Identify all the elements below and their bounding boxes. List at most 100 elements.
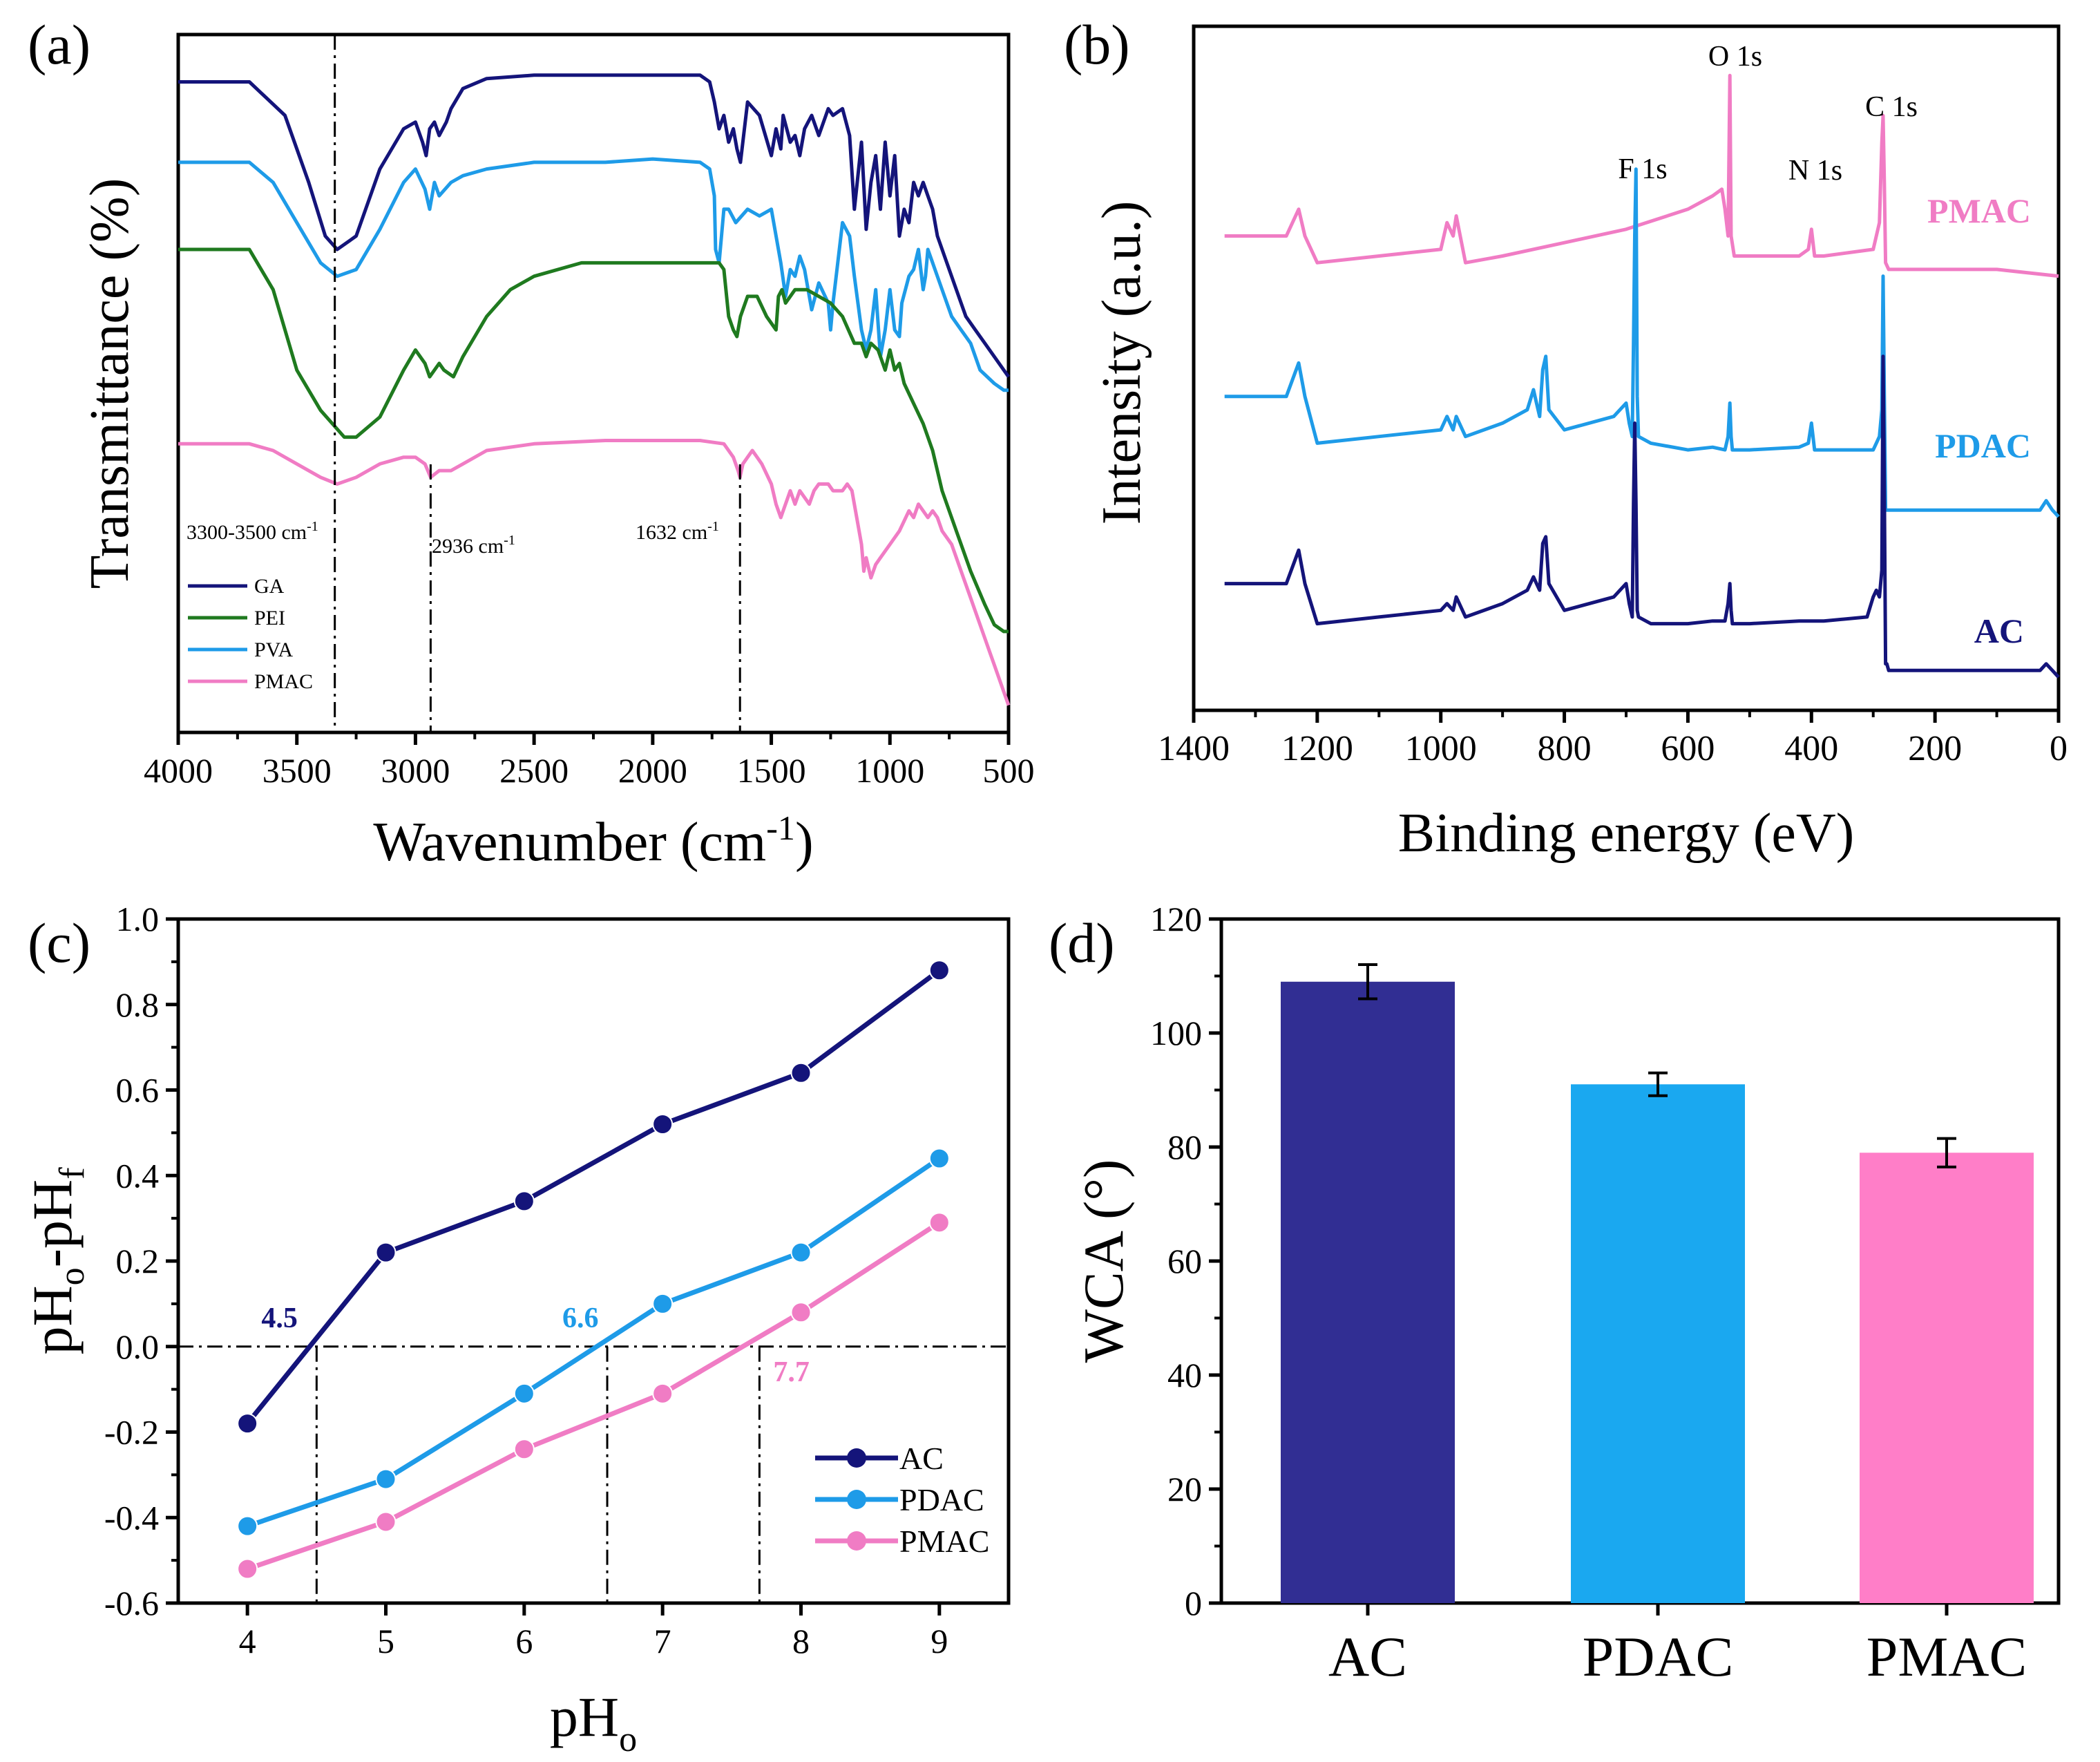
pzc-point-pmac: [237, 1558, 258, 1580]
wca-category-label: PMAC: [1867, 1625, 2027, 1688]
pzc-x-tick-label: 9: [930, 1622, 948, 1660]
ftir-panel: 3300-3500 cm-1 2936 cm-1 1632 cm-1 4000 350…: [79, 32, 1035, 873]
xps-x-tick-label: 1400: [1158, 729, 1230, 768]
wca-y-tick-label: 120: [1150, 900, 1202, 938]
xps-x-tick-label: 200: [1908, 729, 1962, 768]
wca-bar-pdac: [1571, 1084, 1745, 1603]
xps-series-label: AC: [1974, 612, 2024, 650]
pzc-y-tick-label: 1.0: [116, 900, 160, 938]
pzc-point-pdac: [928, 1148, 950, 1169]
pzc-y-tick-label: -0.4: [104, 1498, 159, 1537]
xps-peak-label: F 1s: [1618, 153, 1667, 185]
pzc-y-axis-label: pHo-pHf: [21, 1167, 92, 1355]
pzc-y-tick-label: -0.6: [104, 1584, 159, 1622]
xps-series-label: PMAC: [1927, 191, 2031, 230]
ftir-marker-label: 3300-3500 cm-1: [187, 519, 318, 544]
wca-y-tick-label: 60: [1167, 1242, 1202, 1280]
pzc-point-pmac: [375, 1511, 397, 1533]
wca-panel: AC PDAC PMAC 0 20 40 60 80 100 120 WCA (°): [1072, 900, 2061, 1688]
pzc-point-ac: [375, 1242, 397, 1263]
xps-panel: 1400 1200 1000 800 600 400 200 0 O 1s C 1s F 1s N …: [1091, 24, 2068, 864]
xps-peak-label: C 1s: [1865, 91, 1918, 123]
ftir-legend-label: GA: [254, 575, 285, 598]
pzc-point-pdac: [790, 1242, 812, 1263]
pzc-value-label: 4.5: [261, 1302, 298, 1334]
ftir-y-axis-label: Transmittance (%): [79, 178, 140, 589]
ftir-x-axis-label: Wavenumber (cm-1): [373, 808, 813, 873]
xps-x-axis-label: Binding energy (eV): [1398, 803, 1855, 864]
pzc-legend-marker: [847, 1490, 866, 1509]
xps-x-tick-label: 600: [1661, 729, 1715, 768]
ftir-marker-label: 1632 cm-1: [636, 519, 719, 544]
ftir-line-pmac: [178, 439, 1011, 706]
xps-peak-label: O 1s: [1708, 41, 1762, 73]
pzc-point-pdac: [652, 1293, 674, 1314]
panel-c-label: (c): [28, 911, 90, 974]
pzc-point-pdac: [375, 1468, 397, 1490]
ftir-x-tick-label: 4000: [144, 751, 213, 790]
pzc-point-ac: [652, 1114, 674, 1135]
pzc-point-pmac: [928, 1212, 950, 1233]
wca-y-tick-label: 0: [1185, 1584, 1202, 1622]
pzc-legend-label: PDAC: [899, 1482, 984, 1517]
ftir-line-ga: [178, 73, 1011, 378]
ftir-x-tick-label: 2500: [499, 751, 569, 790]
xps-x-tick-label: 1000: [1405, 729, 1477, 768]
xps-peak-label: N 1s: [1788, 155, 1842, 187]
ftir-line-pva: [178, 157, 1009, 392]
pzc-y-tick-label: 0.0: [116, 1327, 160, 1366]
ftir-legend-label: PVA: [254, 638, 293, 661]
pzc-y-tick-label: 0.6: [116, 1071, 160, 1110]
pzc-point-ac: [928, 960, 950, 981]
pzc-line-pdac: [247, 1156, 941, 1528]
wca-y-tick-label: 80: [1167, 1128, 1202, 1166]
xps-series-label: PDAC: [1935, 426, 2031, 465]
pzc-x-tick-label: 4: [239, 1622, 256, 1660]
xps-y-axis-label: Intensity (a.u.): [1091, 201, 1152, 525]
pzc-point-pmac: [790, 1302, 812, 1323]
panel-a-label: (a): [28, 13, 90, 76]
wca-bar-pmac: [1860, 1153, 2034, 1603]
ftir-x-tick-label: 3500: [262, 751, 332, 790]
pzc-y-tick-label: -0.2: [104, 1413, 159, 1452]
panel-d-label: (d): [1049, 911, 1115, 974]
xps-line-pdac: [1224, 167, 2060, 518]
wca-y-tick-label: 40: [1167, 1356, 1202, 1394]
xps-line-pmac: [1224, 73, 2059, 278]
ftir-x-tick-label: 3000: [381, 751, 450, 790]
xps-x-tick-label: 400: [1784, 729, 1838, 768]
pzc-x-axis-label: pHo: [550, 1685, 637, 1759]
ftir-marker-label: 2936 cm-1: [432, 533, 515, 558]
pzc-point-ac: [790, 1062, 812, 1083]
xps-x-tick-label: 1200: [1281, 729, 1353, 768]
pzc-line-ac: [245, 968, 941, 1425]
wca-category-label: AC: [1328, 1625, 1407, 1688]
pzc-y-tick-label: 0.8: [116, 985, 160, 1024]
pzc-point-ac: [513, 1191, 535, 1212]
pzc-legend-label: PMAC: [899, 1524, 989, 1559]
pzc-value-label: 7.7: [773, 1356, 810, 1388]
pzc-x-tick-label: 6: [515, 1622, 533, 1660]
wca-bar-ac: [1281, 981, 1455, 1603]
pzc-point-pmac: [652, 1383, 674, 1404]
ftir-x-tick-label: 1500: [737, 751, 806, 790]
wca-y-axis-label: WCA (°): [1072, 1159, 1135, 1363]
xps-line-ac: [1224, 354, 2060, 679]
wca-y-tick-label: 100: [1150, 1014, 1202, 1052]
pzc-legend-label: AC: [899, 1441, 944, 1476]
pzc-x-tick-label: 5: [377, 1622, 394, 1660]
ftir-x-tick-label: 2000: [618, 751, 687, 790]
pzc-panel: 4.5 6.6 7.7 4 5 6 7 8 9 -0.6 -0.4 -0.2 0.0 0.2 0.4 0.6…: [21, 900, 1011, 1759]
pzc-y-tick-label: 0.2: [116, 1242, 160, 1280]
panel-b-label: (b): [1064, 13, 1130, 76]
pzc-y-tick-label: 0.4: [116, 1156, 160, 1195]
pzc-legend-marker: [847, 1531, 866, 1551]
pzc-point-pdac: [237, 1515, 258, 1537]
pzc-point-ac: [237, 1413, 258, 1434]
ftir-legend-label: PMAC: [254, 670, 313, 693]
pzc-point-pmac: [513, 1439, 535, 1460]
pzc-value-label: 6.6: [562, 1302, 599, 1334]
pzc-x-tick-label: 7: [654, 1622, 671, 1660]
ftir-x-tick-label: 1000: [855, 751, 924, 790]
